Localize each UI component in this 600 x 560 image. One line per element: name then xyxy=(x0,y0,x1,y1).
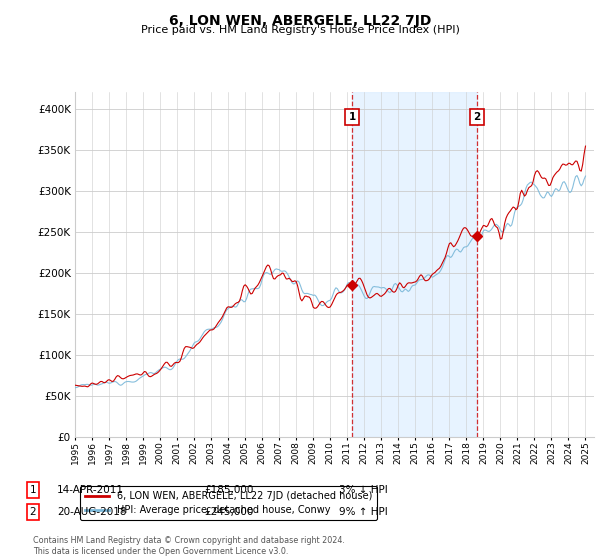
Text: 9% ↑ HPI: 9% ↑ HPI xyxy=(339,507,388,517)
Text: £185,000: £185,000 xyxy=(204,485,253,495)
Text: 1: 1 xyxy=(29,485,37,495)
Bar xyxy=(352,92,477,437)
Text: 14-APR-2011: 14-APR-2011 xyxy=(57,485,124,495)
Text: Contains HM Land Registry data © Crown copyright and database right 2024.
This d: Contains HM Land Registry data © Crown c… xyxy=(33,536,345,556)
Text: 3% ↓ HPI: 3% ↓ HPI xyxy=(339,485,388,495)
Text: 6, LON WEN, ABERGELE, LL22 7JD: 6, LON WEN, ABERGELE, LL22 7JD xyxy=(169,14,431,28)
Text: £245,000: £245,000 xyxy=(204,507,253,517)
Text: 2: 2 xyxy=(29,507,37,517)
Text: 20-AUG-2018: 20-AUG-2018 xyxy=(57,507,127,517)
Text: Price paid vs. HM Land Registry's House Price Index (HPI): Price paid vs. HM Land Registry's House … xyxy=(140,25,460,35)
Text: 1: 1 xyxy=(349,112,356,122)
Legend: 6, LON WEN, ABERGELE, LL22 7JD (detached house), HPI: Average price, detached ho: 6, LON WEN, ABERGELE, LL22 7JD (detached… xyxy=(80,487,377,520)
Text: 2: 2 xyxy=(473,112,481,122)
